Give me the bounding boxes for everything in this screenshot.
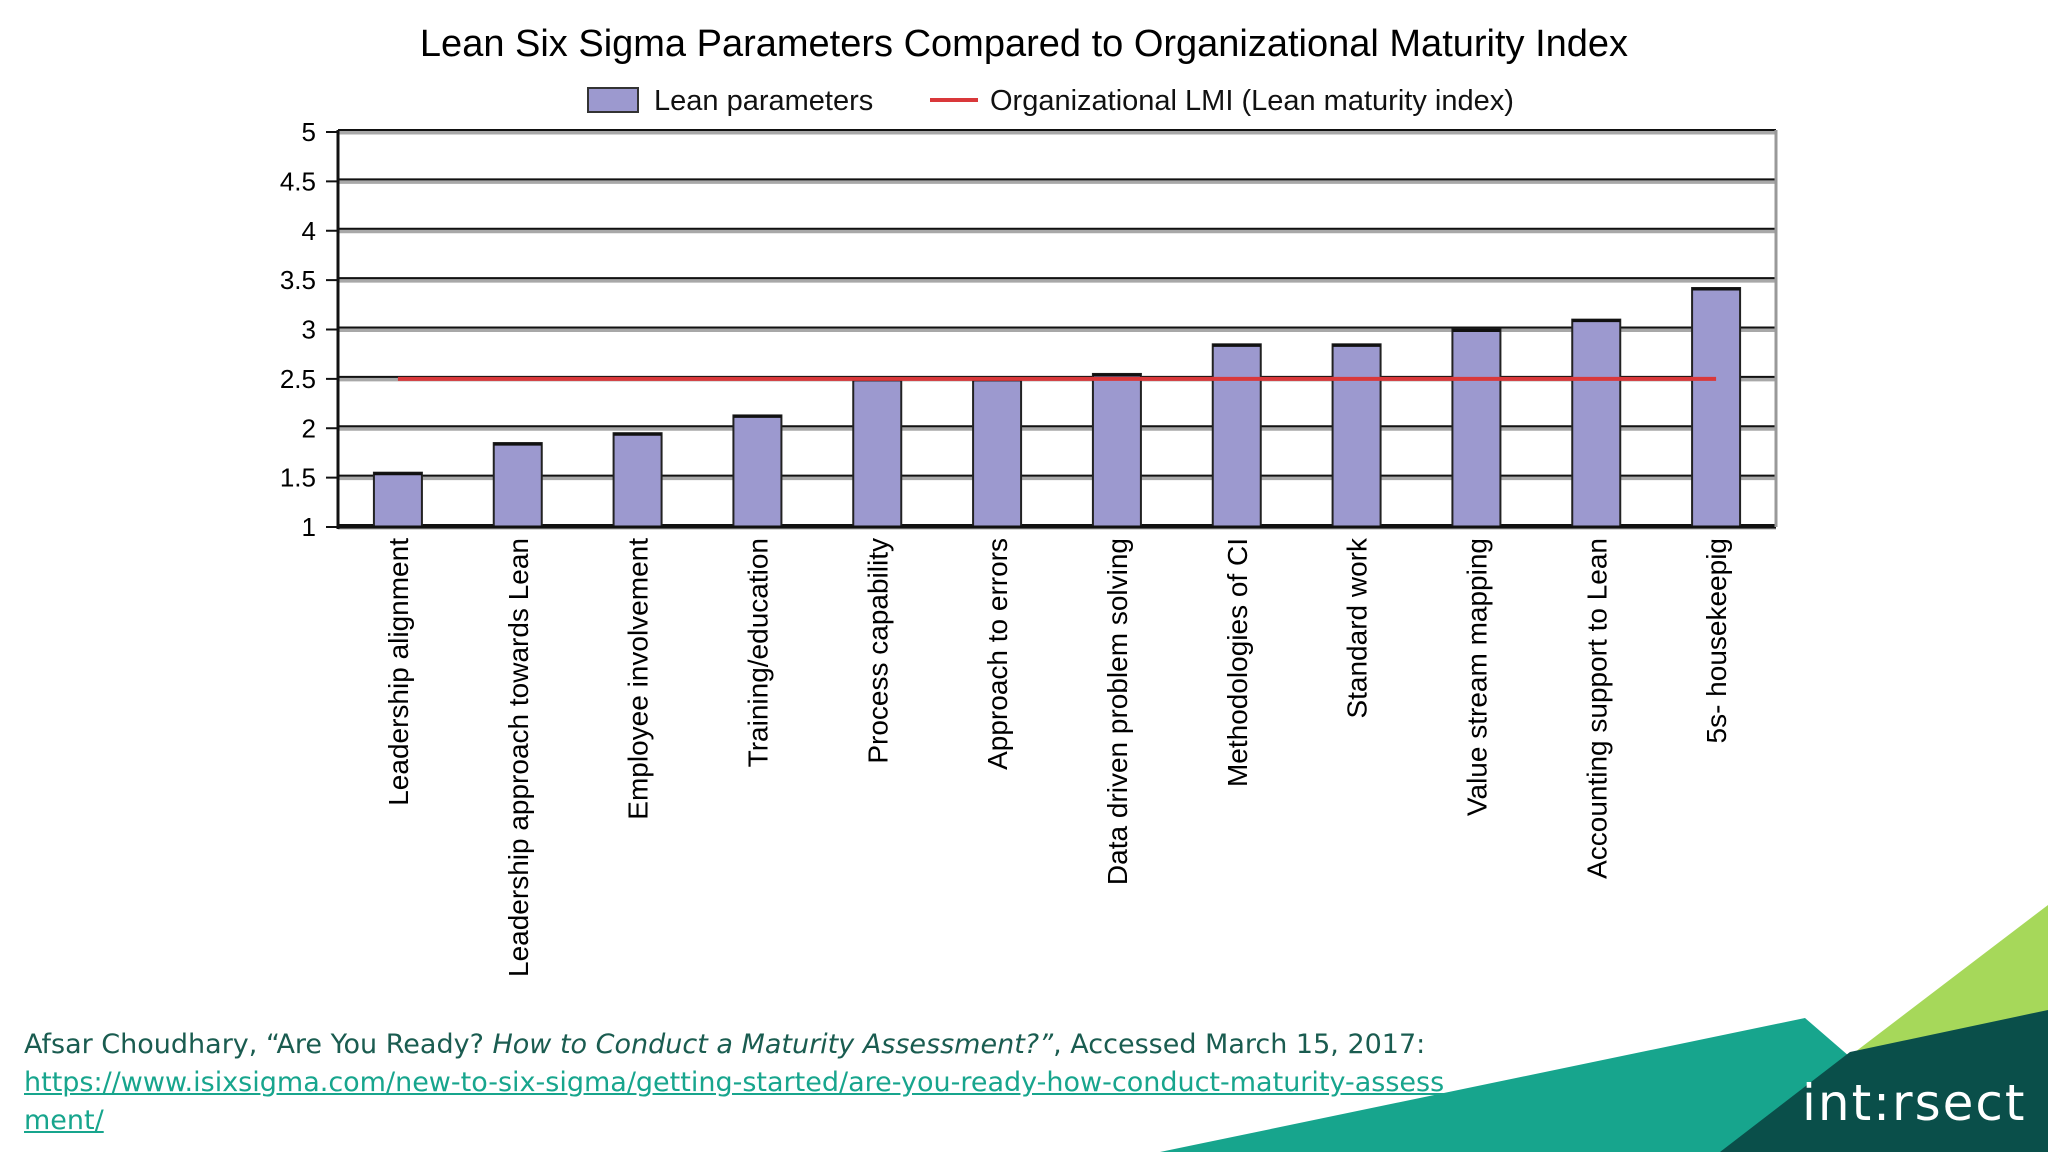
x-tick-label: Process capability: [862, 538, 893, 764]
legend-label-lean-parameters: Lean parameters: [654, 85, 873, 117]
x-tick-label: 5s- housekeepig: [1701, 538, 1732, 743]
bars: [372, 287, 1742, 529]
x-tick-label: Methodologies of CI: [1222, 538, 1253, 787]
legend-swatch-lean-parameters: [587, 87, 639, 113]
bar: [972, 377, 1023, 528]
x-tick-label: Standard work: [1342, 537, 1373, 719]
citation-title: How to Conduct a Maturity Assessment?”: [492, 1029, 1054, 1060]
legend-label-organizational-lmi: Organizational LMI (Lean maturity index): [990, 85, 1514, 117]
y-tick-label: 4.5: [280, 166, 316, 196]
teal-stripe: [1160, 1018, 1960, 1152]
x-tick-label: Leadership alignment: [383, 538, 414, 806]
x-tick-label: Approach to errors: [982, 538, 1013, 770]
x-tick-label: Value stream mapping: [1461, 538, 1492, 816]
x-tick-label: Accounting support to Lean: [1581, 538, 1612, 879]
y-tick-labels: 1 1.5 2 2.5 3 3.5 4 4.5 5: [280, 117, 316, 542]
y-tick-label: 5: [302, 117, 316, 147]
y-tick-label: 2.5: [280, 364, 316, 394]
chart-title: Lean Six Sigma Parameters Compared to Or…: [420, 23, 1628, 65]
x-tick-labels: Leadership alignment Leadership approach …: [383, 537, 1732, 977]
x-tick-label: Data driven problem solving: [1102, 538, 1133, 885]
bar: [492, 442, 543, 528]
y-tick-label: 1.5: [280, 463, 316, 493]
legend: Lean parameters Organizational LMI (Lean…: [587, 85, 1514, 117]
intersect-logo: int:rsect: [1802, 1074, 2027, 1132]
citation-link[interactable]: https://www.isixsigma.com/new-to-six-sig…: [24, 1067, 1445, 1136]
bar: [1571, 318, 1622, 528]
y-tick-label: 4: [302, 216, 316, 246]
citation-accessed: , Accessed March 15, 2017:: [1053, 1029, 1426, 1060]
y-tick-label: 1: [302, 512, 316, 542]
y-tick-label: 2: [302, 413, 316, 443]
x-tick-label: Leadership approach towards Lean: [503, 538, 534, 977]
x-tick-label: Training/education: [742, 538, 773, 767]
bar: [1211, 343, 1262, 528]
y-tick-label: 3.5: [280, 265, 316, 295]
citation-author: Afsar Choudhary, “Are You Ready?: [24, 1029, 493, 1060]
dark-teal-band: [1720, 1010, 2048, 1152]
axes: [326, 130, 1778, 529]
citation: Afsar Choudhary, “Are You Ready? How to …: [24, 1026, 1564, 1140]
x-tick-label: Employee involvement: [623, 538, 654, 820]
y-tick-label: 3: [302, 315, 316, 345]
